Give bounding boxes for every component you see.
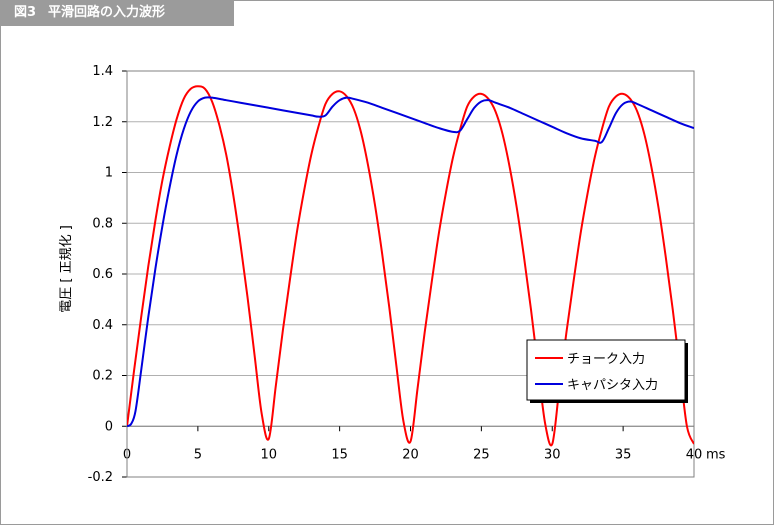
figure-caption: 平滑回路の入力波形	[48, 5, 166, 20]
x-tick-label: 25	[473, 447, 490, 462]
figure-number: 図3	[14, 5, 37, 20]
y-tick-label: 0	[105, 419, 113, 434]
x-tick-label: 15	[331, 447, 348, 462]
y-axis-label: 電圧 [ 正規化 ]	[59, 225, 74, 313]
legend-label: チョーク入力	[567, 352, 645, 367]
y-tick-label: 0.6	[92, 267, 113, 282]
y-tick-label: 0.4	[92, 318, 113, 333]
series-line-choke	[127, 85, 694, 447]
plot-border	[126, 70, 695, 478]
x-tick-label: 35	[615, 447, 632, 462]
legend	[526, 339, 686, 401]
x-unit-label: ms	[706, 447, 726, 462]
legend-label: キャパシタ入力	[567, 378, 658, 393]
y-tick-label: 0.8	[92, 216, 113, 231]
y-tick-label: -0.2	[88, 470, 113, 485]
y-tick-label: 1	[105, 166, 113, 181]
x-tick-label: 30	[544, 447, 561, 462]
figure-label: 図3 平滑回路の入力波形	[0, 0, 234, 26]
x-tick-label: 20	[402, 447, 419, 462]
y-tick-label: 0.2	[92, 369, 113, 384]
x-tick-label: 5	[194, 447, 202, 462]
x-tick-label: 10	[260, 447, 277, 462]
y-tick-label: 1.2	[92, 115, 113, 130]
series-line-capacitor	[127, 96, 694, 428]
y-tick-label: 1.4	[92, 64, 113, 79]
